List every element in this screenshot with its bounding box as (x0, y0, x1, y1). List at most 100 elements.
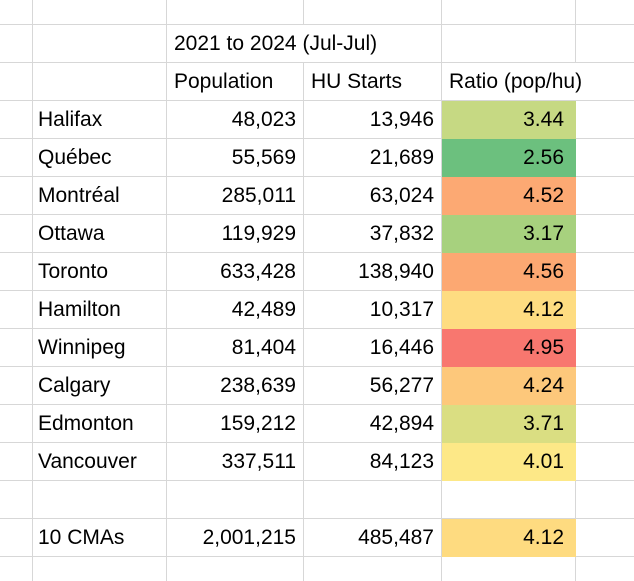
empty-cell[interactable] (576, 25, 634, 63)
empty-cell[interactable] (304, 0, 442, 25)
empty-cell[interactable] (576, 0, 634, 25)
hu-starts-cell[interactable]: 13,946 (304, 101, 442, 139)
hu-starts-cell[interactable]: 10,317 (304, 291, 442, 329)
total-ratio-cell[interactable]: 4.12 (442, 519, 576, 557)
ratio-cell[interactable]: 4.52 (442, 177, 576, 215)
empty-cell[interactable] (0, 519, 33, 557)
hu-starts-cell[interactable]: 84,123 (304, 443, 442, 481)
empty-cell[interactable] (304, 481, 442, 519)
ratio-cell[interactable]: 3.17 (442, 215, 576, 253)
city-cell[interactable]: Hamilton (33, 291, 167, 329)
hu-starts-header-cell[interactable]: HU Starts (304, 63, 442, 101)
hu-starts-cell[interactable]: 138,940 (304, 253, 442, 291)
empty-cell[interactable] (576, 557, 634, 581)
ratio-cell[interactable]: 4.24 (442, 367, 576, 405)
empty-cell[interactable] (0, 253, 33, 291)
total-hu-starts-cell[interactable]: 485,487 (304, 519, 442, 557)
ratio-cell[interactable]: 4.95 (442, 329, 576, 367)
population-cell[interactable]: 238,639 (167, 367, 304, 405)
ratio-cell[interactable]: 4.12 (442, 291, 576, 329)
empty-cell[interactable] (0, 215, 33, 253)
hu-starts-cell[interactable]: 56,277 (304, 367, 442, 405)
empty-cell[interactable] (0, 139, 33, 177)
empty-cell[interactable] (33, 557, 167, 581)
ratio-cell[interactable]: 2.56 (442, 139, 576, 177)
empty-cell[interactable] (167, 557, 304, 581)
empty-cell[interactable] (167, 481, 304, 519)
total-label-cell[interactable]: 10 CMAs (33, 519, 167, 557)
title-cell[interactable]: 2021 to 2024 (Jul-Jul) (167, 25, 442, 63)
empty-cell[interactable] (0, 367, 33, 405)
population-cell[interactable]: 285,011 (167, 177, 304, 215)
empty-cell[interactable] (576, 405, 634, 443)
empty-cell[interactable] (33, 0, 167, 25)
population-cell[interactable]: 633,428 (167, 253, 304, 291)
empty-cell[interactable] (576, 329, 634, 367)
city-cell[interactable]: Vancouver (33, 443, 167, 481)
empty-cell[interactable] (33, 481, 167, 519)
empty-cell[interactable] (0, 443, 33, 481)
empty-row (0, 557, 634, 581)
population-cell[interactable]: 337,511 (167, 443, 304, 481)
table-row: Edmonton 159,212 42,894 3.71 (0, 405, 634, 443)
city-cell[interactable]: Halifax (33, 101, 167, 139)
empty-cell[interactable] (0, 101, 33, 139)
empty-cell[interactable] (0, 177, 33, 215)
empty-cell[interactable] (442, 25, 576, 63)
empty-cell[interactable] (576, 291, 634, 329)
empty-cell[interactable] (576, 443, 634, 481)
empty-cell[interactable] (576, 519, 634, 557)
empty-cell[interactable] (0, 481, 33, 519)
empty-cell[interactable] (33, 25, 167, 63)
empty-cell[interactable] (304, 557, 442, 581)
empty-cell[interactable] (576, 215, 634, 253)
empty-cell[interactable] (0, 329, 33, 367)
empty-cell[interactable] (442, 557, 576, 581)
population-cell[interactable]: 55,569 (167, 139, 304, 177)
population-cell[interactable]: 119,929 (167, 215, 304, 253)
empty-cell[interactable] (576, 101, 634, 139)
city-cell[interactable]: Edmonton (33, 405, 167, 443)
empty-cell[interactable] (576, 177, 634, 215)
header-row: Population HU Starts Ratio (pop/hu) (0, 63, 634, 101)
population-cell[interactable]: 81,404 (167, 329, 304, 367)
city-cell[interactable]: Ottawa (33, 215, 167, 253)
ratio-cell[interactable]: 3.44 (442, 101, 576, 139)
city-cell[interactable]: Québec (33, 139, 167, 177)
ratio-cell[interactable]: 4.56 (442, 253, 576, 291)
population-header-cell[interactable]: Population (167, 63, 304, 101)
empty-cell[interactable] (0, 405, 33, 443)
hu-starts-cell[interactable]: 42,894 (304, 405, 442, 443)
city-cell[interactable]: Winnipeg (33, 329, 167, 367)
ratio-cell[interactable]: 3.71 (442, 405, 576, 443)
hu-starts-cell[interactable]: 63,024 (304, 177, 442, 215)
empty-cell[interactable] (0, 557, 33, 581)
empty-cell[interactable] (576, 139, 634, 177)
empty-cell[interactable] (576, 481, 634, 519)
hu-starts-cell[interactable]: 37,832 (304, 215, 442, 253)
empty-cell[interactable] (442, 0, 576, 25)
ratio-cell[interactable]: 4.01 (442, 443, 576, 481)
empty-cell[interactable] (0, 25, 33, 63)
empty-cell[interactable] (576, 367, 634, 405)
population-cell[interactable]: 159,212 (167, 405, 304, 443)
population-cell[interactable]: 48,023 (167, 101, 304, 139)
table-row: Hamilton 42,489 10,317 4.12 (0, 291, 634, 329)
city-cell[interactable]: Calgary (33, 367, 167, 405)
ratio-header-cell[interactable]: Ratio (pop/hu) (442, 63, 634, 101)
empty-cell[interactable] (33, 63, 167, 101)
hu-starts-cell[interactable]: 16,446 (304, 329, 442, 367)
empty-cell[interactable] (442, 481, 576, 519)
total-row: 10 CMAs 2,001,215 485,487 4.12 (0, 519, 634, 557)
total-population-cell[interactable]: 2,001,215 (167, 519, 304, 557)
population-cell[interactable]: 42,489 (167, 291, 304, 329)
empty-cell[interactable] (0, 291, 33, 329)
empty-cell[interactable] (167, 0, 304, 25)
hu-starts-cell[interactable]: 21,689 (304, 139, 442, 177)
city-cell[interactable]: Montréal (33, 177, 167, 215)
empty-cell[interactable] (0, 63, 33, 101)
empty-cell[interactable] (0, 0, 33, 25)
city-cell[interactable]: Toronto (33, 253, 167, 291)
empty-cell[interactable] (576, 253, 634, 291)
